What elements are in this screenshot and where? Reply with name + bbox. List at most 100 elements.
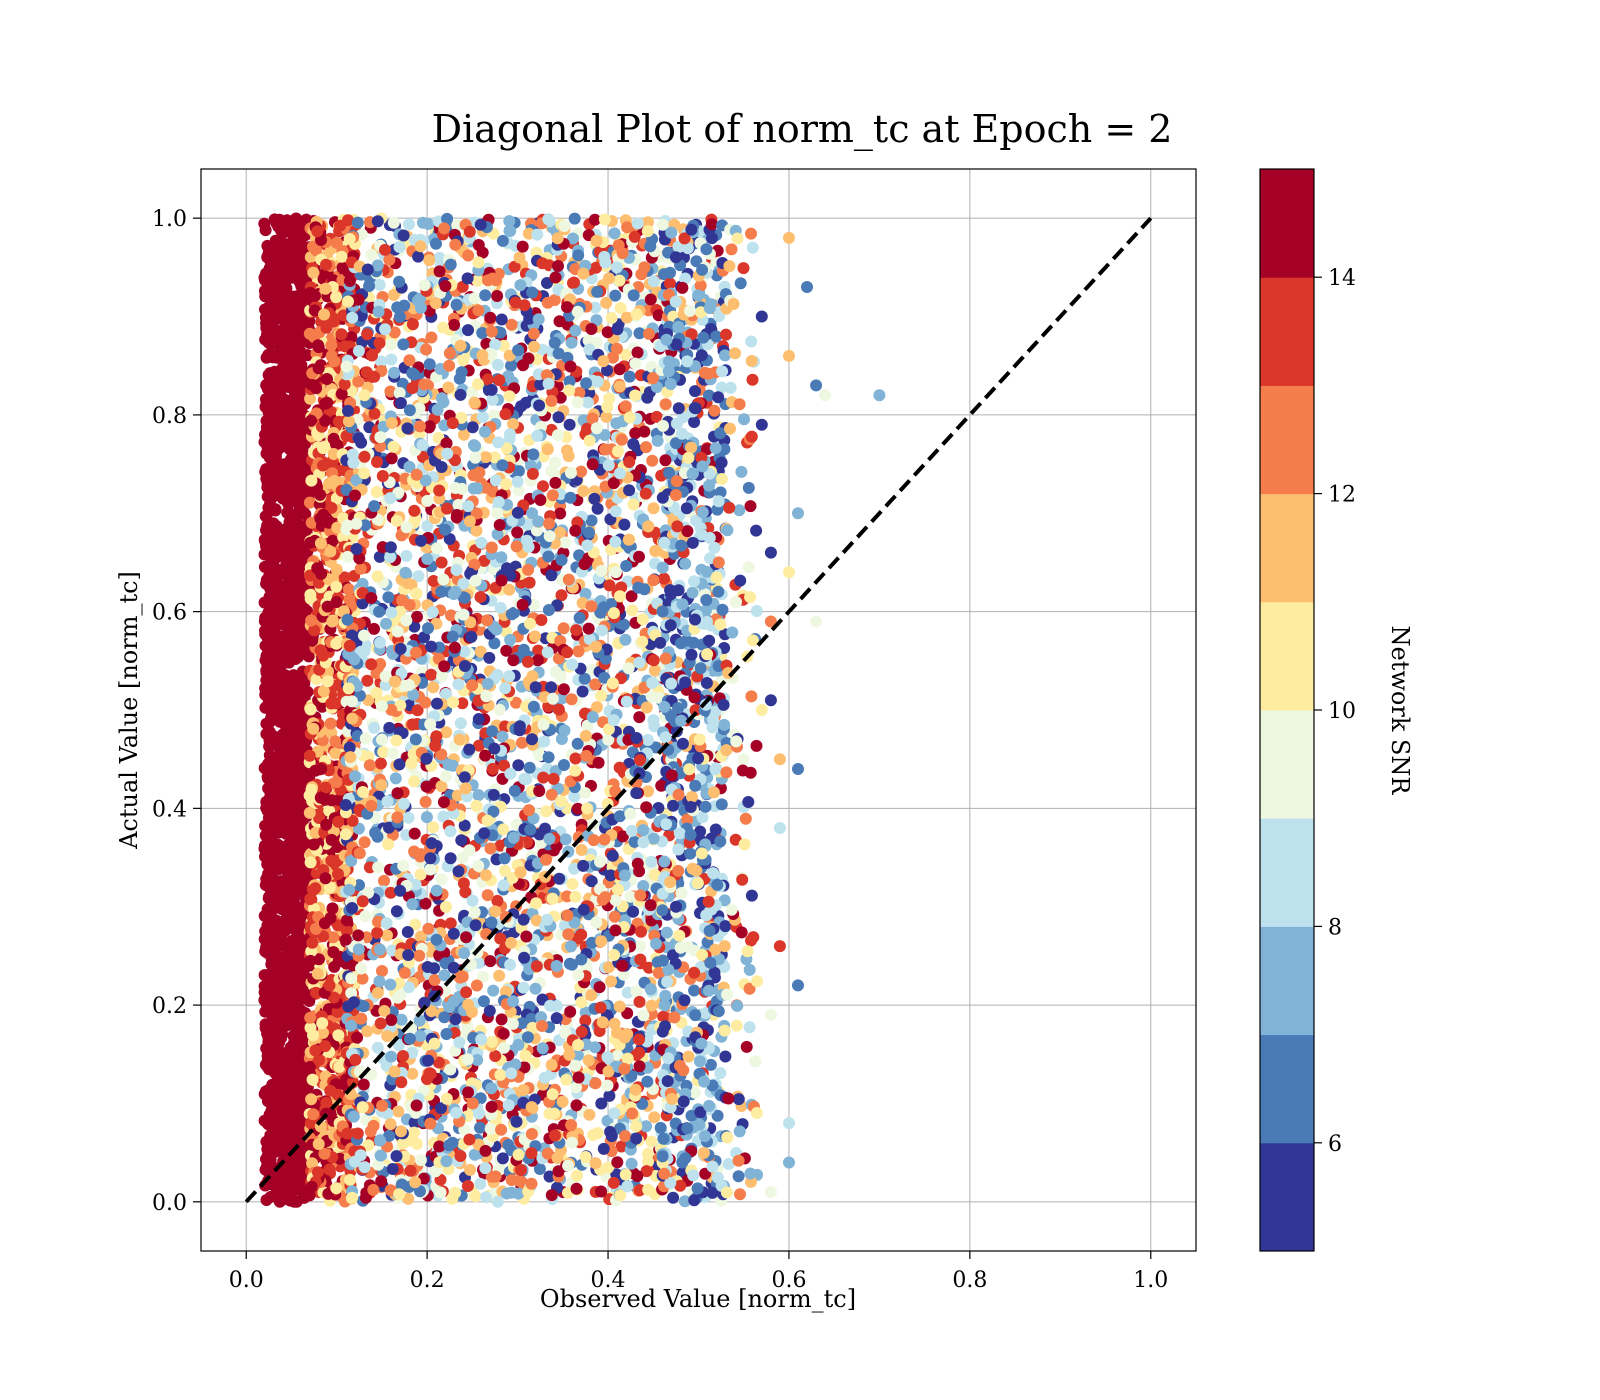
data-point [371,926,384,939]
data-point [314,537,327,550]
data-point [288,838,301,851]
data-point [489,905,502,918]
data-point [552,411,565,424]
data-point [384,1118,397,1131]
data-point [329,735,342,748]
data-point [275,1139,288,1152]
data-point [272,939,285,952]
data-point [278,816,291,829]
data-point [327,432,340,445]
data-point [325,697,338,710]
chart-title: Diagonal Plot of norm_tc at Epoch = 2 [432,107,1173,152]
data-point [277,381,290,394]
data-point [268,592,281,605]
data-point [283,346,296,359]
data-point [332,868,344,880]
data-point [387,216,400,229]
data-point [267,625,280,638]
data-point [283,328,295,341]
data-point [355,962,367,975]
data-point [330,580,343,593]
data-point [305,414,317,427]
data-point [284,890,297,903]
data-point [540,805,553,818]
data-point [311,967,324,980]
data-point [325,339,338,352]
data-point [485,1082,498,1095]
data-point [293,217,306,229]
data-point [332,1029,345,1042]
data-point [262,688,275,701]
data-point [503,670,516,683]
data-point [264,582,277,595]
data-point [356,972,369,985]
data-point [323,1163,336,1176]
data-point [630,985,643,998]
data-point [278,278,291,291]
data-point [330,291,343,304]
data-point [474,1177,487,1190]
data-point [291,290,304,302]
data-point [417,216,429,229]
data-point [587,1129,600,1141]
data-point [410,1137,423,1150]
data-point [258,969,271,982]
data-point [302,650,315,663]
data-point [385,353,398,366]
data-point [325,854,338,867]
data-point [265,901,278,914]
data-point [317,508,330,521]
data-point [392,1105,405,1118]
data-point [304,856,317,869]
data-point [260,282,273,295]
data-point [324,1084,337,1097]
data-point [304,588,317,601]
data-point [263,716,276,729]
data-point [330,1182,343,1195]
data-point [259,303,271,316]
data-point [258,533,271,546]
data-point [260,351,273,364]
data-point [320,258,332,271]
data-point [364,1125,377,1138]
data-point [303,749,316,762]
data-point [419,897,432,910]
data-point [303,327,316,340]
data-point [307,722,320,735]
data-point [444,917,457,930]
data-point [319,781,332,794]
data-point [312,362,325,375]
data-point [268,1179,281,1192]
data-point [259,850,271,863]
data-point [293,823,306,836]
data-point [268,844,281,857]
data-point [263,893,276,905]
data-point [263,757,276,770]
data-point [365,248,378,261]
data-point [269,519,282,532]
data-point [279,1104,292,1117]
data-point [282,1193,295,1206]
data-point [312,1138,325,1150]
data-point [279,462,292,475]
data-point [275,928,288,941]
data-point [291,748,304,761]
data-point [274,564,287,577]
data-point [275,246,288,259]
data-point [395,1013,408,1026]
data-point [333,1060,346,1073]
data-point [270,705,283,718]
data-point [305,614,318,627]
data-point [420,811,433,824]
data-point [306,634,319,647]
data-point [330,236,343,249]
data-point [425,668,438,681]
data-point [281,674,294,687]
data-point [541,296,554,309]
data-point [290,1051,303,1064]
data-point [307,266,320,279]
data-point [274,265,287,278]
data-point [260,447,273,460]
data-point [287,864,300,877]
